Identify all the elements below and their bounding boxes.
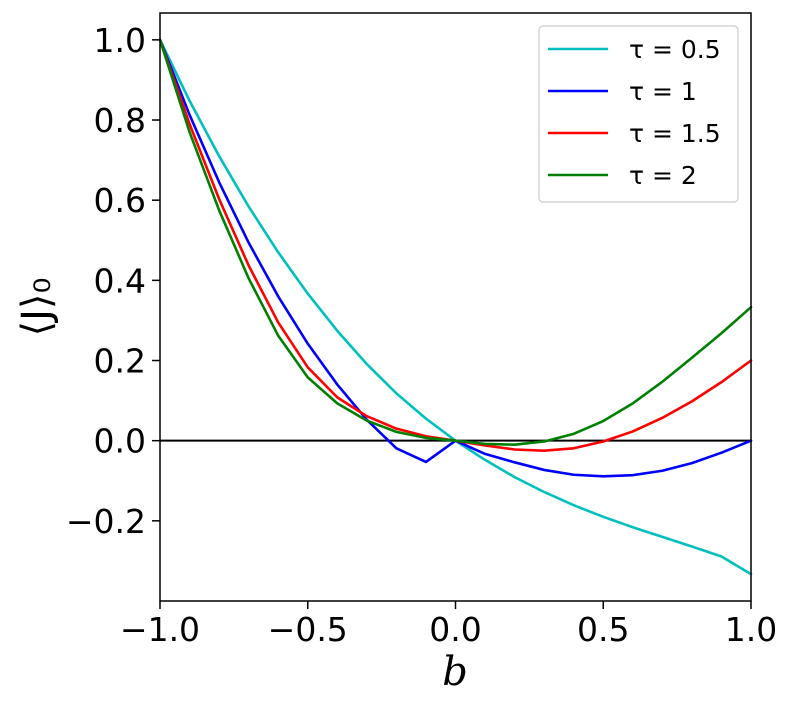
y-tick-label: 0.8: [94, 101, 146, 140]
y-tick-label: −0.2: [66, 502, 146, 541]
y-tick-label: 0.0: [94, 422, 146, 461]
y-tick-label: 1.0: [94, 21, 146, 60]
y-axis: −0.2 0.0 0.2 0.4 0.6 0.8 1.0: [66, 21, 160, 541]
series-line-4: [158, 38, 753, 446]
x-tick-label: −1.0: [120, 610, 200, 649]
y-tick-label: 0.2: [94, 342, 146, 381]
x-tick-label: 0.0: [429, 610, 481, 649]
y-tick-label: 0.6: [94, 181, 146, 220]
legend-label: τ = 1: [629, 77, 697, 106]
x-axis-label: b: [442, 649, 468, 695]
x-axis: −1.0 −0.5 0.0 0.5 1.0: [120, 601, 777, 649]
x-tick-label: 0.5: [577, 610, 629, 649]
y-tick-label: 0.4: [94, 261, 146, 300]
legend-label: τ = 1.5: [629, 119, 721, 148]
x-tick-label: −0.5: [268, 610, 348, 649]
legend-label: τ = 0.5: [629, 35, 721, 64]
plot-area: [158, 38, 753, 576]
y-axis-label: ⟨J⟩₀: [14, 277, 60, 336]
legend-label: τ = 2: [629, 161, 697, 190]
x-tick-label: 1.0: [725, 610, 777, 649]
legend: τ = 0.5 τ = 1 τ = 1.5 τ = 2: [538, 25, 739, 203]
legend-box: [538, 25, 739, 203]
